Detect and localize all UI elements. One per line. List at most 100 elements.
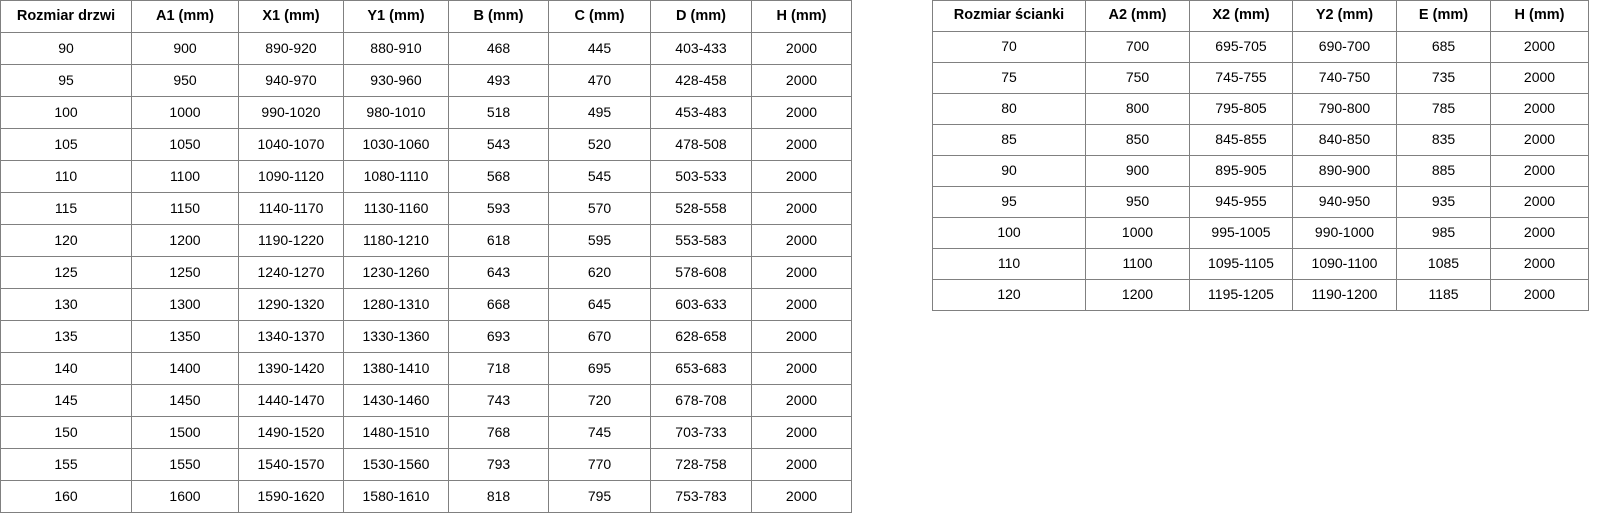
table-row: 100 1000 995-1005 990-1000 985 2000 [932,217,1589,249]
table-cell: 795-805 [1189,93,1293,125]
row-size-cell: 95 [932,186,1086,218]
row-size-cell: 160 [0,480,132,513]
table-row: 100 1000 990-1020 980-1010 518 495 453-483 2000 [0,96,852,129]
table-cell: 995-1005 [1189,217,1293,249]
table-cell: 885 [1396,155,1491,187]
table-cell: 2000 [751,352,852,385]
wall-table-header: Rozmiar ścianki A2 (mm) X2 (mm) Y2 (mm) E (m… [932,0,1589,32]
table-cell: 620 [548,256,651,289]
table-cell: 1550 [131,448,239,481]
table-cell: 770 [548,448,651,481]
table-cell: 1240-1270 [238,256,344,289]
table-row: 90 900 890-920 880-910 468 445 403-433 2000 [0,32,852,65]
row-size-cell: 150 [0,416,132,449]
table-cell: 793 [448,448,549,481]
table-cell: 1000 [131,96,239,129]
table-cell: 495 [548,96,651,129]
table-cell: 1290-1320 [238,288,344,321]
table-cell: 1195-1205 [1189,279,1293,311]
table-row: 150 1500 1490-1520 1480-1510 768 745 703-733 20… [0,416,852,449]
table-cell: 840-850 [1292,124,1397,156]
table-cell: 2000 [751,416,852,449]
table-cell: 768 [448,416,549,449]
row-size-cell: 135 [0,320,132,353]
row-size-cell: 155 [0,448,132,481]
table-cell: 735 [1396,62,1491,94]
row-size-cell: 90 [932,155,1086,187]
table-cell: 618 [448,224,549,257]
table-cell: 1000 [1085,217,1190,249]
table-row: 75 750 745-755 740-750 735 2000 [932,62,1589,94]
table-cell: 693 [448,320,549,353]
table-cell: 520 [548,128,651,161]
table-cell: 2000 [751,256,852,289]
column-header: X1 (mm) [238,0,344,33]
table-cell: 2000 [751,96,852,129]
table-cell: 695 [548,352,651,385]
table-cell: 2000 [1490,31,1589,63]
table-cell: 1540-1570 [238,448,344,481]
column-header: C (mm) [548,0,651,33]
table-cell: 685 [1396,31,1491,63]
table-row: 105 1050 1040-1070 1030-1060 543 520 478-508 20… [0,128,852,161]
table-cell: 593 [448,192,549,225]
table-row: 95 950 940-970 930-960 493 470 428-458 2000 [0,64,852,97]
table-row: 110 1100 1090-1120 1080-1110 568 545 503-533 20… [0,160,852,193]
table-cell: 403-433 [650,32,752,65]
table-cell: 790-800 [1292,93,1397,125]
table-cell: 2000 [751,480,852,513]
table-cell: 2000 [1490,248,1589,280]
table-header-row: Rozmiar ścianki A2 (mm) X2 (mm) Y2 (mm) E (m… [932,0,1589,32]
table-cell: 2000 [751,32,852,65]
row-size-cell: 120 [932,279,1086,311]
table-cell: 1500 [131,416,239,449]
table-cell: 1450 [131,384,239,417]
table-cell: 745 [548,416,651,449]
row-size-cell: 130 [0,288,132,321]
row-size-cell: 125 [0,256,132,289]
table-cell: 880-910 [343,32,449,65]
table-cell: 1590-1620 [238,480,344,513]
table-cell: 850 [1085,124,1190,156]
table-cell: 890-920 [238,32,344,65]
table-cell: 2000 [751,192,852,225]
column-header: A2 (mm) [1085,0,1190,32]
table-cell: 818 [448,480,549,513]
table-cell: 720 [548,384,651,417]
row-size-cell: 145 [0,384,132,417]
row-size-cell: 80 [932,93,1086,125]
table-cell: 578-608 [650,256,752,289]
table-cell: 835 [1396,124,1491,156]
table-cell: 1080-1110 [343,160,449,193]
table-cell: 930-960 [343,64,449,97]
table-cell: 800 [1085,93,1190,125]
table-cell: 1090-1120 [238,160,344,193]
table-cell: 445 [548,32,651,65]
column-header: H (mm) [751,0,852,33]
table-cell: 945-955 [1189,186,1293,218]
table-row: 135 1350 1340-1370 1330-1360 693 670 628-658 20… [0,320,852,353]
table-cell: 603-633 [650,288,752,321]
table-cell: 1095-1105 [1189,248,1293,280]
table-cell: 2000 [751,128,852,161]
table-cell: 1430-1460 [343,384,449,417]
table-row: 80 800 795-805 790-800 785 2000 [932,93,1589,125]
table-cell: 493 [448,64,549,97]
table-cell: 1250 [131,256,239,289]
table-cell: 1280-1310 [343,288,449,321]
row-size-cell: 105 [0,128,132,161]
table-cell: 1600 [131,480,239,513]
table-cell: 2000 [1490,93,1589,125]
table-cell: 718 [448,352,549,385]
table-cell: 845-855 [1189,124,1293,156]
table-cell: 745-755 [1189,62,1293,94]
table-cell: 695-705 [1189,31,1293,63]
table-cell: 700 [1085,31,1190,63]
table-cell: 1530-1560 [343,448,449,481]
row-size-cell: 95 [0,64,132,97]
table-row: 145 1450 1440-1470 1430-1460 743 720 678-708 20… [0,384,852,417]
table-row: 120 1200 1190-1220 1180-1210 618 595 553-583 20… [0,224,852,257]
table-cell: 470 [548,64,651,97]
table-cell: 940-950 [1292,186,1397,218]
